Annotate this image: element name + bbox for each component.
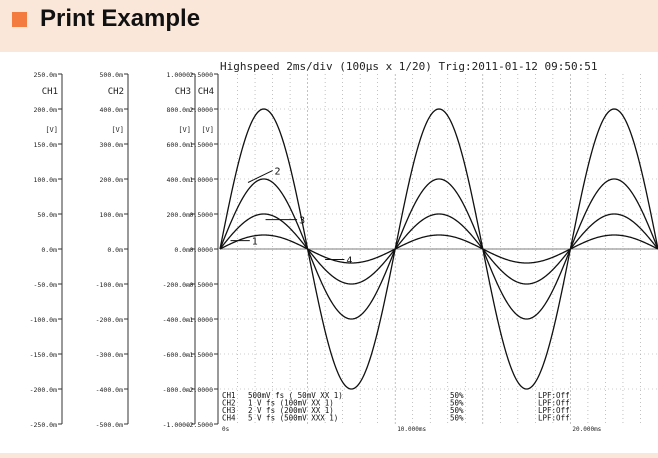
axis-unit-label: [V] — [45, 126, 58, 134]
axis-tick-label: 1.0000 — [167, 71, 191, 79]
axis-tick-label: 0.0m — [41, 246, 57, 254]
axis-name-ch4: CH4 — [198, 87, 214, 97]
axis-tick-label: -50.0m — [34, 281, 58, 289]
axis-unit-label: [V] — [178, 126, 191, 134]
page-title: Print Example — [40, 5, 201, 32]
trace-1 — [219, 234, 658, 264]
status-channel: CH1 — [222, 391, 236, 400]
status-lpf: LPF:Off — [538, 391, 570, 400]
trace-label-4: 4 — [346, 256, 352, 267]
axis-tick-label: 150.0m — [34, 141, 58, 149]
axis-tick-label: 0.5000 — [190, 211, 214, 219]
x-tick-label: 10.000ms — [397, 426, 426, 433]
x-tick-label: 0s — [222, 426, 230, 433]
axis-tick-label: -100.0m — [30, 316, 57, 324]
axis-tick-label: 1.5000 — [190, 141, 214, 149]
status-lpf: LPF:Off — [538, 406, 570, 415]
plot-grid: 0s 10.000ms 20.000ms — [220, 74, 658, 433]
axis-unit-label: [V] — [111, 126, 124, 134]
channel-axes: CH1 [V] 250.0m 200.0m 150.0m 100.0m 50.0m 0.0m -… — [30, 71, 219, 429]
axis-tick-label: 2.0000 — [190, 106, 214, 114]
status-channel: CH3 — [222, 406, 236, 415]
trace-label-leader — [247, 170, 273, 183]
status-range: 1 V fs (100mV XX 1) — [248, 399, 334, 408]
title-bullet-icon — [12, 12, 27, 27]
axis-tick-label: 800.0m — [167, 106, 191, 114]
status-position: 50% — [450, 391, 464, 400]
trace-3 — [219, 213, 658, 285]
axis-tick-label: 0.0m — [107, 246, 123, 254]
axis-tick-label: -800.0m — [163, 386, 190, 394]
axis-tick-label: 200.0m — [167, 211, 191, 219]
slide-header: Print Example — [0, 0, 658, 52]
axis-name-ch1: CH1 — [42, 87, 58, 97]
axis-tick-label: 200.0m — [100, 176, 124, 184]
trace-label-2: 2 — [275, 167, 281, 178]
status-range: 500mV fs ( 50mV XX 1) — [248, 391, 343, 400]
axis-tick-label: 600.0m — [167, 141, 191, 149]
axis-tick-label: -100.0m — [96, 281, 123, 289]
axis-tick-label: -0.5000 — [186, 281, 213, 289]
axis-tick-label: -1.5000 — [186, 351, 213, 359]
printout-header: Highspeed 2ms/div (100µs x 1/20) Trig:20… — [220, 60, 598, 73]
recorder-printout: CH1 [V] 250.0m 200.0m 150.0m 100.0m 50.0m 0.0m -… — [0, 52, 658, 453]
status-channel: CH2 — [222, 399, 236, 408]
axis-tick-label: 250.0m — [34, 71, 58, 79]
axis-unit-label: [V] — [201, 126, 214, 134]
x-tick-label: 20.000ms — [572, 426, 601, 433]
axis-tick-label: -1.0000 — [163, 421, 190, 429]
axis-tick-label: -150.0m — [30, 351, 57, 359]
axis-tick-label: -200.0m — [30, 386, 57, 394]
axis-tick-label: 2.5000 — [190, 71, 214, 79]
trace-label-1: 1 — [252, 237, 258, 248]
axis-tick-label: 100.0m — [34, 176, 58, 184]
axis-tick-label: -1.0000 — [186, 316, 213, 324]
axis-tick-label: -2.5000 — [186, 421, 213, 429]
status-position: 50% — [450, 406, 464, 415]
axis-tick-label: 500.0m — [100, 71, 124, 79]
axis-name-ch3: CH3 — [175, 87, 191, 97]
trace-2 — [219, 178, 658, 320]
status-position: 50% — [450, 414, 464, 423]
status-lpf: LPF:Off — [538, 414, 570, 423]
channel-status-block: CH1 500mV fs ( 50mV XX 1) 50% LPF:Off CH2 1 … — [222, 391, 570, 423]
waveform-traces — [219, 108, 658, 390]
axis-tick-label: -400.0m — [96, 386, 123, 394]
axis-tick-label: -200.0m — [96, 316, 123, 324]
axis-tick-label: 50.0m — [37, 211, 57, 219]
status-range: 2 V fs (200mV XX 1) — [248, 406, 334, 415]
axis-tick-label: 200.0m — [34, 106, 58, 114]
status-position: 50% — [450, 399, 464, 408]
status-channel: CH4 — [222, 414, 236, 423]
axis-tick-label: 100.0m — [100, 211, 124, 219]
axis-tick-label: 0.0m — [174, 246, 190, 254]
axis-tick-label: 300.0m — [100, 141, 124, 149]
axis-tick-label: -200.0m — [163, 281, 190, 289]
axis-tick-label: -400.0m — [163, 316, 190, 324]
status-lpf: LPF:Off — [538, 399, 570, 408]
trace-labels: 1 2 3 4 — [230, 167, 352, 267]
axis-tick-label: -2.0000 — [186, 386, 213, 394]
trace-4 — [219, 108, 658, 390]
axis-tick-label: -250.0m — [30, 421, 57, 429]
status-range: 5 V fs (500mV XXX 1) — [248, 414, 338, 423]
trace-label-3: 3 — [299, 216, 305, 227]
axis-tick-label: 400.0m — [100, 106, 124, 114]
axis-tick-label: 1.0000 — [190, 176, 214, 184]
axis-tick-label: 400.0m — [167, 176, 191, 184]
axis-tick-label: 0.0000 — [190, 246, 214, 254]
waveform-chart: CH1 [V] 250.0m 200.0m 150.0m 100.0m 50.0m 0.0m -… — [30, 60, 658, 433]
axis-tick-label: -600.0m — [163, 351, 190, 359]
axis-tick-label: -500.0m — [96, 421, 123, 429]
axis-tick-label: -300.0m — [96, 351, 123, 359]
axis-name-ch2: CH2 — [108, 87, 124, 97]
